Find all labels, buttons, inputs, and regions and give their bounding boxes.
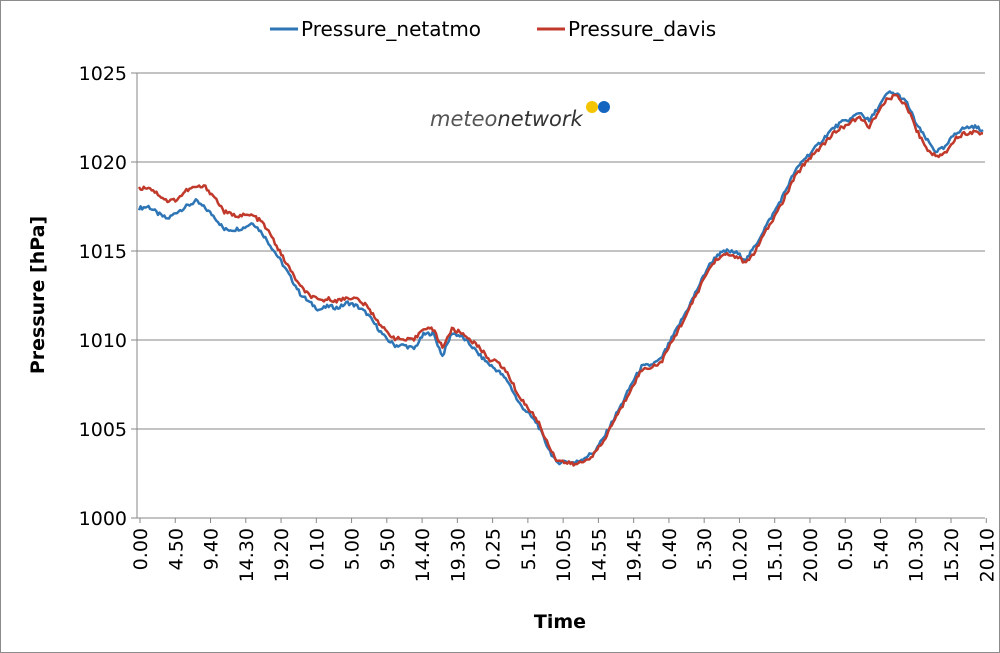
y-tick-label-1025: 1025: [79, 63, 127, 85]
x-tick-label-20: 0.50: [835, 528, 857, 570]
y-tick-label-1005: 1005: [79, 419, 127, 441]
x-tick-label-10: 0.25: [483, 528, 505, 570]
series-line-pressure_davis: [137, 93, 984, 467]
logo-dot-yellow: [586, 101, 598, 113]
y-axis-title: Pressure [hPa]: [27, 216, 49, 374]
legend-label-netatmo: Pressure_netatmo: [301, 17, 481, 41]
x-tick-label-7: 9.50: [377, 528, 399, 570]
y-tick-label-1015: 1015: [79, 241, 127, 263]
y-tick-labels: 1000 1005 1010 1015 1020 1025: [79, 63, 127, 530]
x-tick-label-14: 19.45: [624, 528, 646, 582]
x-tick-label-6: 5.00: [342, 528, 364, 570]
x-tick-labels: 0.00 4.50 9.40 14.30 19.20 0.10 5.00 9.50 14.40 1…: [130, 518, 998, 582]
x-tick-label-0: 0.00: [130, 528, 152, 570]
x-tick-label-24: 20.10: [976, 528, 998, 582]
x-tick-label-3: 14.30: [236, 528, 258, 582]
x-tick-label-22: 10.30: [906, 528, 928, 582]
x-tick-label-15: 0.40: [659, 528, 681, 570]
x-tick-label-18: 15.10: [765, 528, 787, 582]
x-tick-label-4: 19.20: [271, 528, 293, 582]
x-tick-label-5: 0.10: [306, 528, 328, 570]
x-tick-label-19: 20.00: [800, 528, 822, 582]
legend-label-davis: Pressure_davis: [568, 17, 716, 41]
series-lines: [137, 90, 984, 467]
logo-text-meteo: meteo: [430, 107, 497, 131]
meteonetwork-logo: meteonetwork: [430, 101, 610, 131]
x-tick-label-17: 10.20: [729, 528, 751, 582]
logo-text-network: network: [497, 107, 583, 131]
x-tick-label-16: 5.30: [694, 528, 716, 570]
x-tick-label-11: 5.15: [518, 528, 540, 570]
x-tick-label-8: 14.40: [412, 528, 434, 582]
y-tick-label-1010: 1010: [79, 330, 127, 352]
legend: Pressure_netatmo Pressure_davis: [270, 17, 716, 41]
x-tick-label-2: 9.40: [201, 528, 223, 570]
svg-text:meteonetwork: meteonetwork: [430, 107, 584, 131]
logo-dot-blue: [598, 101, 610, 113]
x-tick-label-13: 14.55: [588, 528, 610, 582]
x-tick-label-21: 5.40: [870, 528, 892, 570]
x-tick-label-1: 4.50: [165, 528, 187, 570]
x-tick-label-9: 19.30: [447, 528, 469, 582]
y-tick-label-1000: 1000: [79, 508, 127, 530]
x-axis-title: Time: [534, 611, 586, 633]
x-tick-label-23: 15.20: [941, 528, 963, 582]
x-tick-label-12: 10.05: [553, 528, 575, 582]
grid-lines: [131, 72, 985, 519]
axes: [136, 73, 985, 519]
series-line-pressure_netatmo: [137, 90, 984, 466]
y-tick-label-1020: 1020: [79, 152, 127, 174]
